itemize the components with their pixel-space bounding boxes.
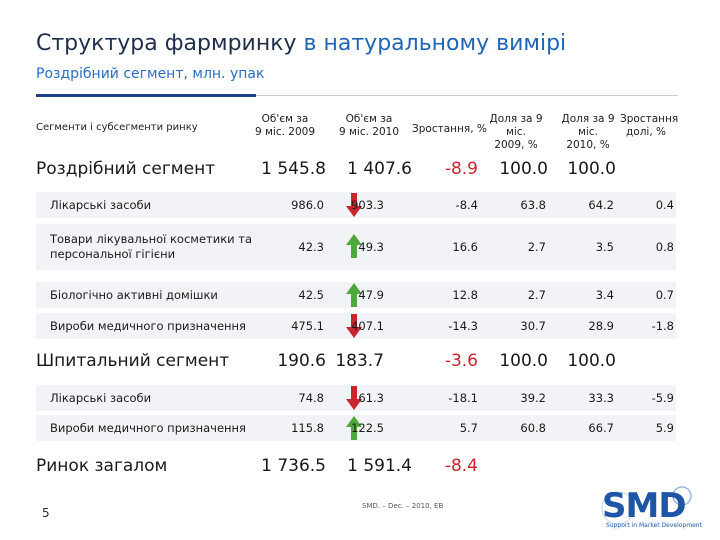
page-subtitle: Роздрібний сегмент, млн. упак: [36, 66, 265, 82]
cell-share-growth: 0.7: [655, 288, 674, 302]
arrow-down-icon: [346, 386, 362, 410]
cell-vol-2009: 74.8: [298, 391, 324, 405]
cell-growth: -18.1: [448, 391, 478, 405]
cell-vol-2010: 49.3: [358, 240, 384, 254]
cell-share-growth: -5.9: [651, 391, 674, 405]
cell-vol-2010: 122.5: [351, 421, 384, 435]
subsegment-name: Лікарські засоби: [50, 198, 152, 212]
header-segment: Сегменти і субсегменти ринку: [36, 122, 198, 133]
cell-vol-2009: 1 736.5: [261, 456, 326, 476]
page-number: 5: [42, 506, 50, 520]
source-note: SMD. – Dec. – 2010, EB: [362, 502, 444, 510]
arrow-up-icon: [346, 416, 362, 440]
header-share-growth: Зростання долі, %: [620, 113, 679, 138]
header-vol-2009: Об'єм за 9 міс. 2009: [254, 113, 316, 138]
cell-share-growth: 5.9: [655, 421, 674, 435]
cell-vol-2010: 183.7: [335, 351, 384, 371]
cell-vol-2009: 986.0: [291, 198, 324, 212]
cell-growth: -8.9: [444, 159, 478, 179]
arrow-down-icon: [346, 193, 362, 217]
header-vol-2010: Об'єм за 9 міс. 2010: [338, 113, 400, 138]
cell-vol-2009: 190.6: [277, 351, 326, 371]
cell-share-2009: 60.8: [520, 421, 546, 435]
header-growth: Зростання, %: [412, 123, 487, 135]
header-share-2009: Доля за 9 міс. 2009, %: [489, 113, 543, 151]
cell-share-2009: 30.7: [520, 319, 546, 333]
cell-share-2010: 64.2: [588, 198, 614, 212]
cell-share-2010: 33.3: [588, 391, 614, 405]
arrow-up-icon: [346, 283, 362, 307]
cell-share-2010: 100.0: [567, 351, 616, 371]
cell-vol-2009: 115.8: [291, 421, 324, 435]
logo-text: SMD: [602, 486, 687, 526]
subsegment-name: Вироби медичного призначення: [50, 319, 246, 333]
cell-share-growth: 0.4: [655, 198, 674, 212]
cell-share-growth: -1.8: [651, 319, 674, 333]
cell-share-2009: 63.8: [520, 198, 546, 212]
subsegment-name: Біологічно активні домішки: [50, 288, 218, 302]
header-share-2010: Доля за 9 міс. 2010, %: [561, 113, 615, 151]
cell-growth: -8.4: [455, 198, 478, 212]
subsegment-name: Товари лікувальної косметики та персональ…: [50, 232, 253, 261]
cell-growth: 16.6: [452, 240, 478, 254]
title-rule: [36, 94, 256, 97]
cell-vol-2009: 475.1: [291, 319, 324, 333]
cell-vol-2010: 407.1: [351, 319, 384, 333]
cell-growth: -8.4: [444, 456, 478, 476]
cell-share-growth: 0.8: [655, 240, 674, 254]
page-title: Структура фармринку в натуральному вимір…: [36, 31, 567, 56]
subsegment-name: Лікарські засоби: [50, 391, 152, 405]
cell-share-2010: 66.7: [588, 421, 614, 435]
title-rule-gray: [256, 95, 678, 96]
segment-name: Шпитальний сегмент: [36, 351, 230, 371]
cell-vol-2010: 47.9: [358, 288, 384, 302]
cell-share-2010: 100.0: [567, 159, 616, 179]
cell-share-2009: 2.7: [527, 288, 546, 302]
cell-vol-2010: 1 407.6: [347, 159, 412, 179]
cell-share-2009: 2.7: [527, 240, 546, 254]
cell-growth: 12.8: [452, 288, 478, 302]
cell-growth: -14.3: [448, 319, 478, 333]
smd-logo-icon: [601, 486, 692, 525]
logo-tagline: Support in Market Development: [606, 522, 702, 529]
cell-growth: -3.6: [444, 351, 478, 371]
arrow-down-icon: [346, 314, 362, 338]
cell-vol-2010: 61.3: [358, 391, 384, 405]
cell-share-2009: 100.0: [499, 159, 548, 179]
total-name: Ринок загалом: [36, 456, 168, 476]
cell-vol-2010: 903.3: [351, 198, 384, 212]
cell-share-2009: 100.0: [499, 351, 548, 371]
cell-share-2010: 3.5: [595, 240, 614, 254]
cell-vol-2010: 1 591.4: [347, 456, 412, 476]
cell-growth: 5.7: [459, 421, 478, 435]
cell-share-2009: 39.2: [520, 391, 546, 405]
cell-vol-2009: 42.5: [298, 288, 324, 302]
segment-name: Роздрібний сегмент: [36, 159, 216, 179]
arrow-up-icon: [346, 234, 362, 258]
cell-vol-2009: 1 545.8: [261, 159, 326, 179]
cell-vol-2009: 42.3: [298, 240, 324, 254]
cell-share-2010: 28.9: [588, 319, 614, 333]
subsegment-name: Вироби медичного призначення: [50, 421, 246, 435]
cell-share-2010: 3.4: [595, 288, 614, 302]
